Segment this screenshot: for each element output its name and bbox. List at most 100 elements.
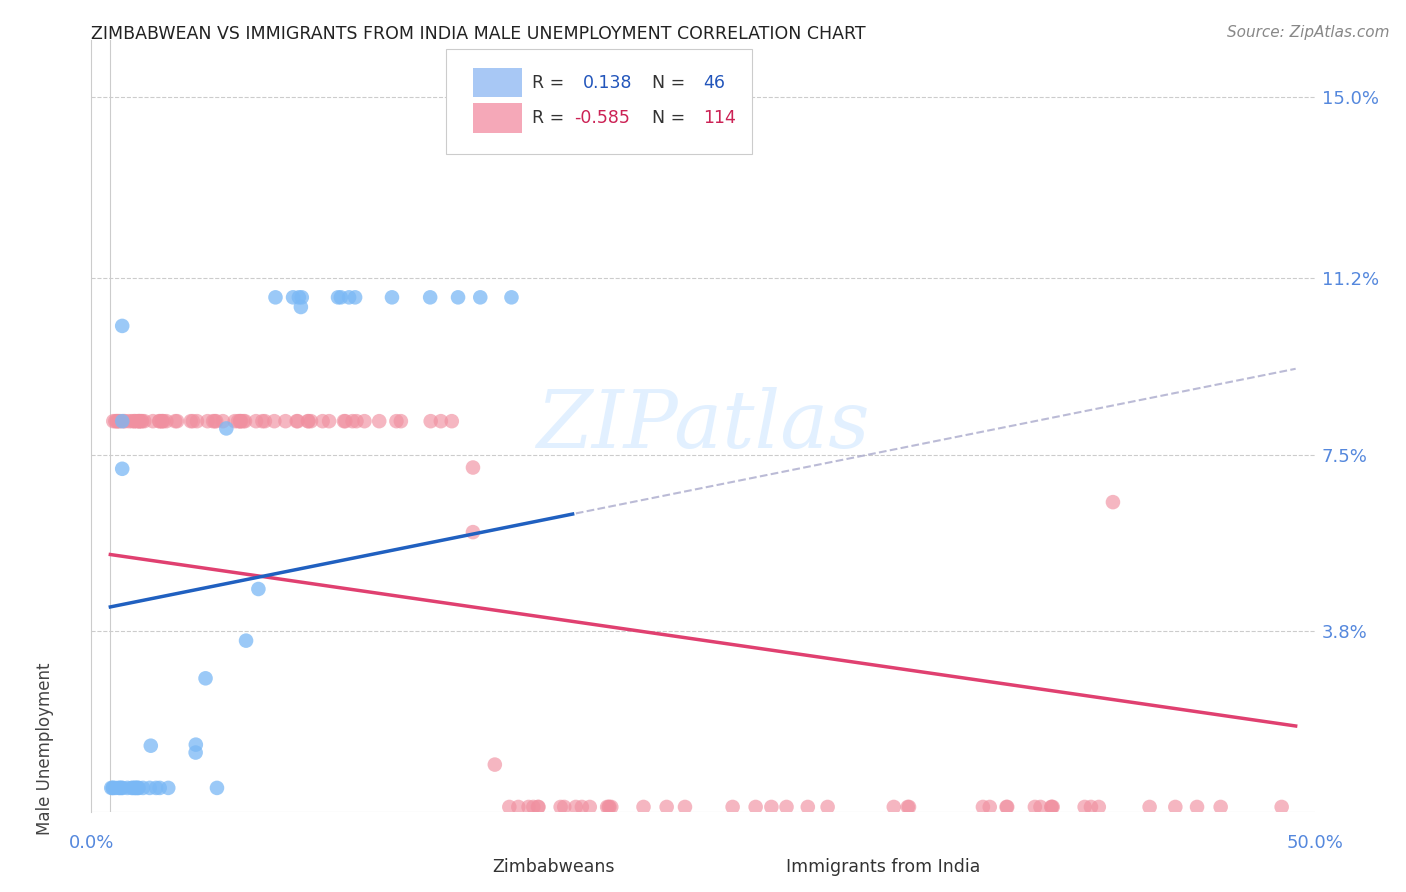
- Point: [285, 414, 308, 428]
- Point: [103, 414, 125, 428]
- Point: [224, 414, 246, 428]
- Point: [132, 780, 155, 795]
- Text: ZIPatlas: ZIPatlas: [536, 387, 870, 465]
- Point: [281, 290, 304, 304]
- Point: [299, 414, 322, 428]
- Point: [461, 460, 484, 475]
- Point: [226, 414, 249, 428]
- Text: -0.585: -0.585: [575, 109, 630, 127]
- Point: [274, 414, 297, 428]
- Point: [108, 414, 131, 428]
- Point: [204, 414, 226, 428]
- Point: [775, 800, 797, 814]
- Point: [571, 800, 593, 814]
- Point: [447, 290, 470, 304]
- Point: [245, 414, 267, 428]
- Point: [817, 800, 839, 814]
- Point: [118, 414, 141, 428]
- Point: [517, 800, 540, 814]
- Point: [148, 414, 170, 428]
- Point: [898, 800, 921, 814]
- Bar: [440, 855, 477, 879]
- Point: [117, 780, 139, 795]
- Point: [508, 800, 530, 814]
- Point: [1040, 800, 1063, 814]
- Point: [128, 780, 150, 795]
- Point: [142, 414, 165, 428]
- Text: R =: R =: [531, 73, 569, 92]
- Point: [247, 582, 270, 596]
- Point: [527, 800, 550, 814]
- Point: [148, 414, 170, 428]
- Point: [212, 414, 235, 428]
- Point: [111, 318, 134, 333]
- Point: [1139, 800, 1161, 814]
- Point: [995, 800, 1018, 814]
- Point: [111, 780, 134, 795]
- Point: [205, 780, 228, 795]
- Point: [600, 800, 623, 814]
- Text: 50.0%: 50.0%: [1286, 834, 1343, 852]
- Point: [145, 780, 167, 795]
- Point: [121, 780, 143, 795]
- Point: [1087, 800, 1109, 814]
- Point: [1073, 800, 1095, 814]
- Point: [125, 780, 148, 795]
- Point: [121, 780, 143, 795]
- Point: [353, 414, 375, 428]
- Point: [233, 414, 256, 428]
- Point: [166, 414, 188, 428]
- Text: R =: R =: [531, 109, 569, 127]
- Point: [252, 414, 274, 428]
- Point: [111, 414, 134, 428]
- Text: Immigrants from India: Immigrants from India: [786, 858, 980, 876]
- Point: [108, 780, 131, 795]
- Point: [127, 780, 149, 795]
- Point: [329, 290, 352, 304]
- Point: [1102, 495, 1125, 509]
- Point: [152, 414, 174, 428]
- Point: [165, 414, 187, 428]
- Point: [128, 414, 150, 428]
- Point: [150, 414, 173, 428]
- Point: [128, 414, 150, 428]
- Bar: [472, 103, 522, 133]
- Point: [1209, 800, 1232, 814]
- Text: 0.138: 0.138: [583, 73, 633, 92]
- Text: 114: 114: [703, 109, 735, 127]
- Point: [761, 800, 783, 814]
- Point: [501, 290, 523, 304]
- Point: [337, 290, 360, 304]
- Point: [155, 414, 177, 428]
- Point: [655, 800, 678, 814]
- Point: [344, 290, 367, 304]
- Point: [105, 414, 128, 428]
- Point: [419, 290, 441, 304]
- Point: [389, 414, 412, 428]
- Point: [979, 800, 1001, 814]
- Point: [157, 780, 180, 795]
- Point: [633, 800, 655, 814]
- Point: [124, 414, 146, 428]
- Text: 46: 46: [703, 73, 725, 92]
- Point: [291, 290, 314, 304]
- Point: [1040, 800, 1063, 814]
- Text: ZIMBABWEAN VS IMMIGRANTS FROM INDIA MALE UNEMPLOYMENT CORRELATION CHART: ZIMBABWEAN VS IMMIGRANTS FROM INDIA MALE…: [91, 25, 866, 43]
- Point: [326, 290, 349, 304]
- Point: [197, 414, 219, 428]
- Point: [461, 525, 484, 540]
- Point: [368, 414, 391, 428]
- Point: [565, 800, 588, 814]
- Point: [184, 746, 207, 760]
- Point: [215, 421, 238, 435]
- Point: [108, 414, 131, 428]
- Point: [470, 290, 492, 304]
- Point: [253, 414, 276, 428]
- Point: [138, 780, 160, 795]
- Point: [797, 800, 820, 814]
- Point: [346, 414, 368, 428]
- Point: [186, 414, 208, 428]
- Point: [335, 414, 357, 428]
- Point: [194, 671, 217, 685]
- Point: [229, 414, 252, 428]
